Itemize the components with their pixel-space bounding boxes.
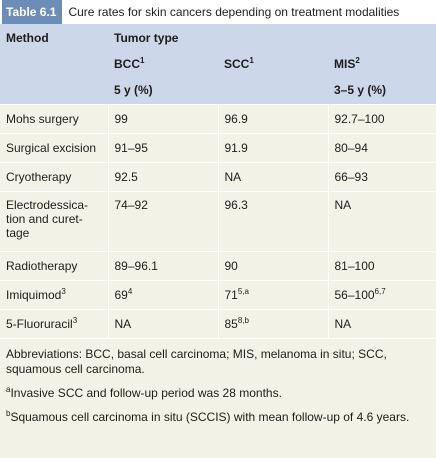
header-mis: MIS2 <box>334 56 360 72</box>
cell-mis: 56–1006,7 <box>327 279 436 309</box>
header-period-mis: 3–5 y (%) <box>334 82 387 97</box>
table-row: Electrodessica-tion and curet-tage 74–92 9… <box>0 190 436 251</box>
cell-scc: NA <box>217 161 328 191</box>
header-method: Method <box>6 31 49 45</box>
cell-method: 5-Fluoruracil3 <box>0 308 108 338</box>
cell-scc: 96.3 <box>217 190 328 251</box>
cell-scc: 91.9 <box>217 132 328 162</box>
header-scc: SCC1 <box>224 56 254 72</box>
cell-mis: 92.7–100 <box>327 103 436 133</box>
header-empty <box>0 76 108 104</box>
cell-mis: 66–93 <box>327 161 436 191</box>
cell-method: Radiotherapy <box>0 250 108 280</box>
cell-method: Imiquimod3 <box>0 279 108 309</box>
cell-bcc: 99 <box>107 103 218 133</box>
header-empty <box>0 52 108 76</box>
cell-bcc: 92.5 <box>107 161 218 191</box>
table-row: Surgical excision 91–95 91.9 80–94 <box>0 132 436 162</box>
footnote-b: bSquamous cell carcinoma in situ (SCCIS)… <box>6 409 410 425</box>
table-row: 5-Fluoruracil3 NA 858,b NA <box>0 308 436 338</box>
cell-scc: 858,b <box>217 308 328 338</box>
cell-bcc: 74–92 <box>107 190 218 251</box>
table-row: Radiotherapy 89–96.1 90 81–100 <box>0 250 436 280</box>
footnote-a: aInvasive SCC and follow-up period was 2… <box>6 385 282 401</box>
header-row-3: 5 y (%) 3–5 y (%) <box>0 76 436 104</box>
table-row: Cryotherapy 92.5 NA 66–93 <box>0 161 436 191</box>
cell-mis: NA <box>327 308 436 338</box>
table-title: Cure rates for skin cancers depending on… <box>68 5 400 19</box>
cell-bcc: NA <box>107 308 218 338</box>
header-bcc: BCC1 <box>114 56 145 72</box>
cell-mis: 81–100 <box>327 250 436 280</box>
table-body: Mohs surgery 99 96.9 92.7–100 Surgical excis… <box>0 103 436 338</box>
cell-bcc: 89–96.1 <box>107 250 218 280</box>
table-caption: Table 6.1 Cure rates for skin cancers de… <box>0 0 436 24</box>
cell-method: Surgical excision <box>0 132 108 162</box>
footnote-abbreviations: Abbreviations: BCC, basal cell carcinoma… <box>6 347 387 376</box>
table-number: Table 6.1 <box>2 0 63 24</box>
header-row-2: BCC1 SCC1 MIS2 <box>0 52 436 76</box>
cell-method: Electrodessica-tion and curet-tage <box>0 190 108 251</box>
cell-scc: 96.9 <box>217 103 328 133</box>
cell-mis: 80–94 <box>327 132 436 162</box>
table-row: Mohs surgery 99 96.9 92.7–100 <box>0 103 436 133</box>
table-row: Imiquimod3 694 715,a 56–1006,7 <box>0 279 436 309</box>
header-tumor-type: Tumor type <box>114 31 179 45</box>
header-row-1: Method Tumor type <box>0 24 436 52</box>
cell-scc: 90 <box>217 250 328 280</box>
cure-rates-table: Method Tumor type BCC1 SCC1 MIS2 5 y (%)… <box>0 24 436 338</box>
cell-scc: 715,a <box>217 279 328 309</box>
cell-bcc: 91–95 <box>107 132 218 162</box>
header-period-bcc-scc: 5 y (%) <box>114 82 153 97</box>
cell-method: Cryotherapy <box>0 161 108 191</box>
cell-bcc: 694 <box>107 279 218 309</box>
table-footnotes: Abbreviations: BCC, basal cell carcinoma… <box>0 338 436 425</box>
cell-mis: NA <box>327 190 436 251</box>
cell-method: Mohs surgery <box>0 103 108 133</box>
